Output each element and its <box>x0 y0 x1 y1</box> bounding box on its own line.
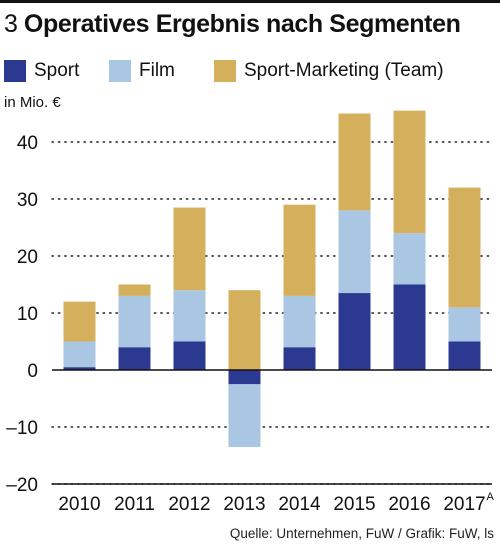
bar-film-2016 <box>393 233 426 285</box>
legend-label-film: Film <box>139 60 175 81</box>
bar-sport-marketing-team-2012 <box>173 207 206 291</box>
y-tick-label: 20 <box>17 247 38 268</box>
legend-item-sport-marketing: Sport-Marketing (Team) <box>214 58 444 84</box>
x-tick-superscript: A <box>487 491 495 503</box>
x-tick-label: 2010 <box>58 494 100 515</box>
y-tick-label: –20 <box>6 475 38 496</box>
y-axis-unit-label: in Mio. € <box>4 94 61 111</box>
bar-sport-2015 <box>338 293 371 370</box>
bar-sport-2016 <box>393 284 426 370</box>
bar-sport-2010 <box>63 367 96 370</box>
legend-swatch-film <box>109 60 131 82</box>
bar-sport-marketing-team-2014 <box>283 204 316 296</box>
bar-sport-2017 <box>448 341 481 370</box>
legend-label-sport: Sport <box>34 60 80 81</box>
bar-sport-2011 <box>118 347 151 370</box>
x-tick-label: 2013 <box>223 494 265 515</box>
chart-title: 3 Operatives Ergebnis nach Segmenten <box>4 9 461 39</box>
y-tick-label: 40 <box>17 133 38 154</box>
y-tick-label: 30 <box>17 190 38 211</box>
x-tick-label: 2014 <box>278 494 321 515</box>
x-tick-label: 2015 <box>333 494 375 515</box>
bar-sport-2012 <box>173 341 206 370</box>
chart-title-text: Operatives Ergebnis nach Segmenten <box>23 10 461 38</box>
legend-item-film: Film <box>109 58 175 84</box>
source-note: Quelle: Unternehmen, FuW / Grafik: FuW, … <box>229 526 494 541</box>
legend-swatch-sport <box>4 60 26 82</box>
legend-item-sport: Sport <box>4 58 79 84</box>
bar-film-2013 <box>228 384 261 447</box>
bar-film-2011 <box>118 295 151 348</box>
y-tick-label: –10 <box>6 418 38 439</box>
x-tick-label: 2016 <box>388 494 430 515</box>
x-tick-label: 2017 <box>443 494 485 515</box>
bar-sport-2014 <box>283 347 316 370</box>
bar-sport-marketing-team-2011 <box>118 284 151 296</box>
y-tick-label: 0 <box>27 361 38 382</box>
legend-label-sport-marketing: Sport-Marketing (Team) <box>244 60 444 81</box>
bar-film-2015 <box>338 210 371 294</box>
bar-sport-marketing-team-2010 <box>63 301 96 342</box>
bar-sport-2013 <box>228 370 261 385</box>
bar-sport-marketing-team-2015 <box>338 113 371 211</box>
y-tick-label: 10 <box>17 304 38 325</box>
bar-film-2010 <box>63 341 96 368</box>
legend: Sport Film Sport-Marketing (Team) <box>4 58 496 84</box>
bar-film-2017 <box>448 307 481 342</box>
bar-sport-marketing-team-2016 <box>393 110 426 234</box>
bar-sport-marketing-team-2017 <box>448 187 481 308</box>
chart-number: 3 <box>4 10 18 38</box>
bar-film-2014 <box>283 295 316 348</box>
chart-plot-area: in Mio. € –20 –10 0 10 20 30 40 2010 2011 2012 2013… <box>4 94 495 515</box>
bar-sport-marketing-team-2013 <box>228 290 261 370</box>
x-tick-label: 2011 <box>114 494 155 515</box>
top-rule <box>0 0 500 3</box>
x-tick-label: 2012 <box>168 494 210 515</box>
bar-film-2012 <box>173 290 206 342</box>
legend-swatch-sport-marketing <box>214 60 236 82</box>
